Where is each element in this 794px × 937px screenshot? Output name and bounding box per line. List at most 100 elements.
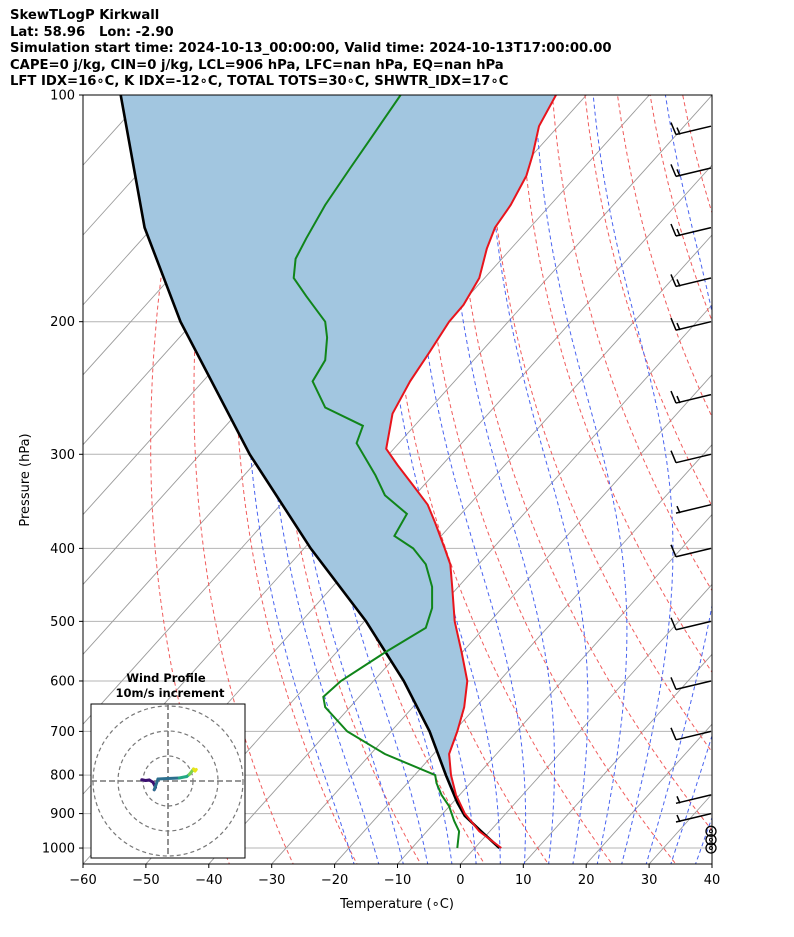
isotherm-line <box>396 513 712 864</box>
y-tick-label: 600 <box>50 674 75 689</box>
dry-adiabat-line <box>193 95 294 864</box>
moist-adiabat-line <box>382 95 501 864</box>
wind-barb-flag <box>670 223 677 237</box>
y-tick-label: 800 <box>50 769 75 784</box>
hodograph-segment <box>152 777 160 792</box>
moist-adiabat-line <box>670 734 712 864</box>
calm-wind-dot <box>709 829 713 834</box>
wind-barb-flag <box>670 390 677 404</box>
wind-barb-half-flag <box>676 169 681 177</box>
calm-wind-dot <box>709 846 713 851</box>
y-tick-label: 300 <box>50 448 75 463</box>
moist-adiabat-line <box>412 95 527 864</box>
dry-adiabat-line <box>454 95 712 832</box>
wind-barb-flag <box>670 677 677 690</box>
chart-header: SkewTLogP Kirkwall Lat: 58.96 Lon: -2.90 S… <box>10 8 612 91</box>
wind-barb-flag <box>670 544 677 558</box>
wind-barb-shaft <box>675 393 712 404</box>
dry-adiabat-line <box>420 95 677 864</box>
dry-adiabat-line <box>551 95 712 592</box>
cin-shading <box>120 95 556 848</box>
wind-barb-half-flag <box>676 796 681 804</box>
wind-barb-flag <box>670 317 677 331</box>
location-line: Lat: 58.96 Lon: -2.90 <box>10 24 174 40</box>
hodograph-title: Wind Profile <box>126 671 206 685</box>
dry-adiabat-line <box>486 95 712 753</box>
dewpoint-line <box>292 95 461 849</box>
dry-adiabat-line <box>740 61 794 880</box>
hodograph-segment <box>193 768 198 773</box>
hodograph-segment <box>156 777 170 781</box>
wind-barb-flag <box>670 450 677 463</box>
x-tick-label: −40 <box>195 873 222 888</box>
y-tick-label: 900 <box>50 807 75 822</box>
dry-adiabat-line <box>519 95 712 674</box>
dry-adiabat-line <box>682 95 712 215</box>
wind-barb-flag <box>670 617 677 631</box>
wind-barb-shaft <box>675 503 712 514</box>
wind-barb-flag <box>670 164 677 177</box>
temperature-line <box>385 95 557 849</box>
instability-line: CAPE=0 j/kg, CIN=0 j/kg, LCL=906 hPa, LF… <box>10 57 504 73</box>
x-tick-label: 0 <box>456 873 464 888</box>
moist-adiabat-line <box>592 95 674 864</box>
wind-barb-half-flag <box>676 814 681 823</box>
dry-adiabat-line <box>708 61 794 880</box>
dry-adiabat-line <box>313 95 486 864</box>
x-tick-label: −20 <box>321 873 348 888</box>
y-tick-label: 1000 <box>42 842 75 857</box>
wind-barbs <box>670 122 717 854</box>
wind-barb-flag <box>670 274 677 287</box>
hodograph-subtitle: 10m/s increment <box>116 686 225 700</box>
y-tick-label: 700 <box>50 725 75 740</box>
y-tick-label: 100 <box>50 89 75 104</box>
moist-adiabat-line <box>447 95 555 864</box>
hodograph-segment <box>166 776 181 780</box>
moist-adiabat-line <box>534 95 628 864</box>
moist-adiabat-line <box>645 95 712 864</box>
indices-line: LFT IDX=16∘C, K IDX=-12∘C, TOTAL TOTS=30… <box>10 74 509 90</box>
wind-barb-half-flag <box>676 322 681 331</box>
moist-adiabat-line <box>695 816 712 864</box>
wind-barb-flag <box>670 727 677 741</box>
isotherm-line <box>271 374 712 864</box>
isotherm-line <box>648 793 712 864</box>
dry-adiabat-line <box>386 95 613 864</box>
y-tick-label: 200 <box>50 315 75 330</box>
x-tick-label: 10 <box>515 873 532 888</box>
wind-barb-shaft <box>675 167 712 178</box>
wind-barb-shaft <box>675 226 712 237</box>
x-tick-label: 30 <box>641 873 658 888</box>
profiles <box>119 95 557 849</box>
isotherm-line <box>83 95 210 236</box>
wind-barb-half-flag <box>676 127 681 135</box>
y-tick-label: 400 <box>50 542 75 557</box>
dry-adiabat-line <box>584 95 712 507</box>
x-tick-label: −60 <box>69 873 96 888</box>
wind-barb-shaft <box>675 453 712 464</box>
moist-adiabat-line <box>265 95 380 864</box>
wind-barb-shaft <box>675 320 712 331</box>
x-tick-label: −10 <box>384 873 411 888</box>
wind-barb-half-flag <box>676 505 681 514</box>
wind-barb-half-flag <box>676 228 681 237</box>
x-tick-label: −50 <box>132 873 159 888</box>
hodograph-plot <box>91 704 245 858</box>
isotherm-line <box>459 583 712 864</box>
moist-adiabat-line <box>245 95 355 864</box>
wind-barb-half-flag <box>676 395 681 404</box>
isotherm-line <box>761 61 794 880</box>
dry-adiabat-line <box>616 95 712 418</box>
wind-barb-shaft <box>675 812 712 823</box>
wind-barb-half-flag <box>676 279 681 287</box>
parcel-profile-line <box>119 95 501 849</box>
x-tick-label: 20 <box>578 873 595 888</box>
wind-barb-shaft <box>675 680 712 691</box>
isotherm-line <box>585 723 712 864</box>
x-axis-label: Temperature (∘C) <box>339 897 454 912</box>
moist-adiabat-line <box>715 61 794 880</box>
wind-barb-flag <box>670 122 677 135</box>
wind-barb-shaft <box>675 794 712 805</box>
